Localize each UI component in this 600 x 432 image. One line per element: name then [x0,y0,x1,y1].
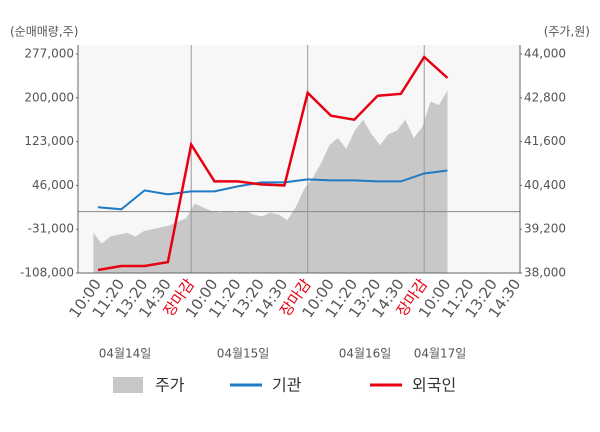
y2-tick-label: 40,400 [524,178,566,192]
y2-axis-label: (주가,원) [544,25,590,39]
series-line [97,169,448,211]
y-tick-label: 277,000 [24,47,74,61]
legend-label: 기관 [272,376,302,395]
y2-tick-label: 38,000 [524,266,566,280]
y2-tick-label: 41,600 [524,134,566,148]
legend-swatch [113,377,143,393]
y2-tick-label: 39,200 [524,222,566,236]
y-tick-label: 123,000 [24,134,74,148]
date-label: 04월14일 [99,347,152,361]
date-label: 04월16일 [339,347,392,361]
y-tick-label: -31,000 [28,222,74,236]
y-tick-label: 200,000 [24,90,74,104]
y-tick-label: 46,000 [32,178,74,192]
date-label: 04월15일 [217,347,270,361]
y2-tick-label: 42,800 [524,90,566,104]
series-line [97,55,449,272]
legend-label: 주가 [155,376,185,395]
y-axis-label: (순매매량,주) [10,25,78,39]
price-area [93,90,448,273]
date-label: 04월17일 [414,347,467,361]
y-tick-label: -108,000 [20,266,74,280]
y2-tick-label: 44,000 [524,47,566,61]
legend-label: 외국인 [412,376,456,395]
